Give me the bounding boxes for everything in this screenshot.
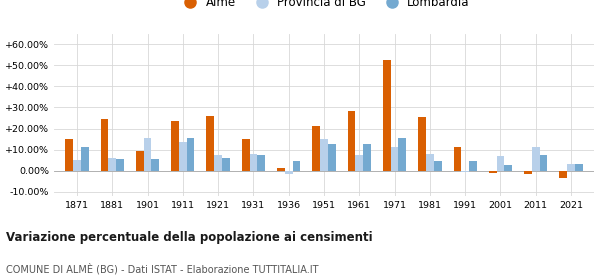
Bar <box>73 160 81 171</box>
Bar <box>171 121 179 171</box>
Bar <box>101 119 109 171</box>
Bar <box>539 155 547 171</box>
Bar <box>65 139 73 171</box>
Bar <box>116 159 124 171</box>
Bar <box>454 148 461 171</box>
Bar <box>524 171 532 174</box>
Bar <box>347 111 355 171</box>
Bar <box>497 156 505 171</box>
Bar <box>257 155 265 171</box>
Bar <box>363 144 371 171</box>
Bar <box>293 161 301 171</box>
Bar <box>426 154 434 171</box>
Bar <box>567 164 575 171</box>
Bar <box>575 164 583 171</box>
Bar <box>434 161 442 171</box>
Bar <box>277 167 285 171</box>
Bar <box>391 148 398 171</box>
Bar <box>214 155 222 171</box>
Text: Variazione percentuale della popolazione ai censimenti: Variazione percentuale della popolazione… <box>6 231 373 244</box>
Bar <box>179 142 187 171</box>
Bar <box>313 126 320 171</box>
Bar <box>242 139 250 171</box>
Bar <box>143 138 151 171</box>
Bar <box>559 171 567 178</box>
Bar <box>461 171 469 172</box>
Bar <box>532 148 539 171</box>
Bar <box>206 116 214 171</box>
Bar <box>489 171 497 173</box>
Bar <box>320 139 328 171</box>
Bar <box>109 158 116 171</box>
Bar <box>285 171 293 174</box>
Text: COMUNE DI ALMÈ (BG) - Dati ISTAT - Elaborazione TUTTITALIA.IT: COMUNE DI ALMÈ (BG) - Dati ISTAT - Elabo… <box>6 263 319 275</box>
Bar <box>398 138 406 171</box>
Bar <box>328 144 335 171</box>
Bar <box>355 155 363 171</box>
Bar <box>187 138 194 171</box>
Bar <box>250 154 257 171</box>
Bar <box>222 158 230 171</box>
Bar <box>136 151 143 171</box>
Bar <box>383 60 391 171</box>
Bar <box>418 117 426 171</box>
Bar <box>81 148 89 171</box>
Legend: Almè, Provincia di BG, Lombardia: Almè, Provincia di BG, Lombardia <box>176 0 472 12</box>
Bar <box>505 165 512 171</box>
Bar <box>151 159 159 171</box>
Bar <box>469 161 477 171</box>
